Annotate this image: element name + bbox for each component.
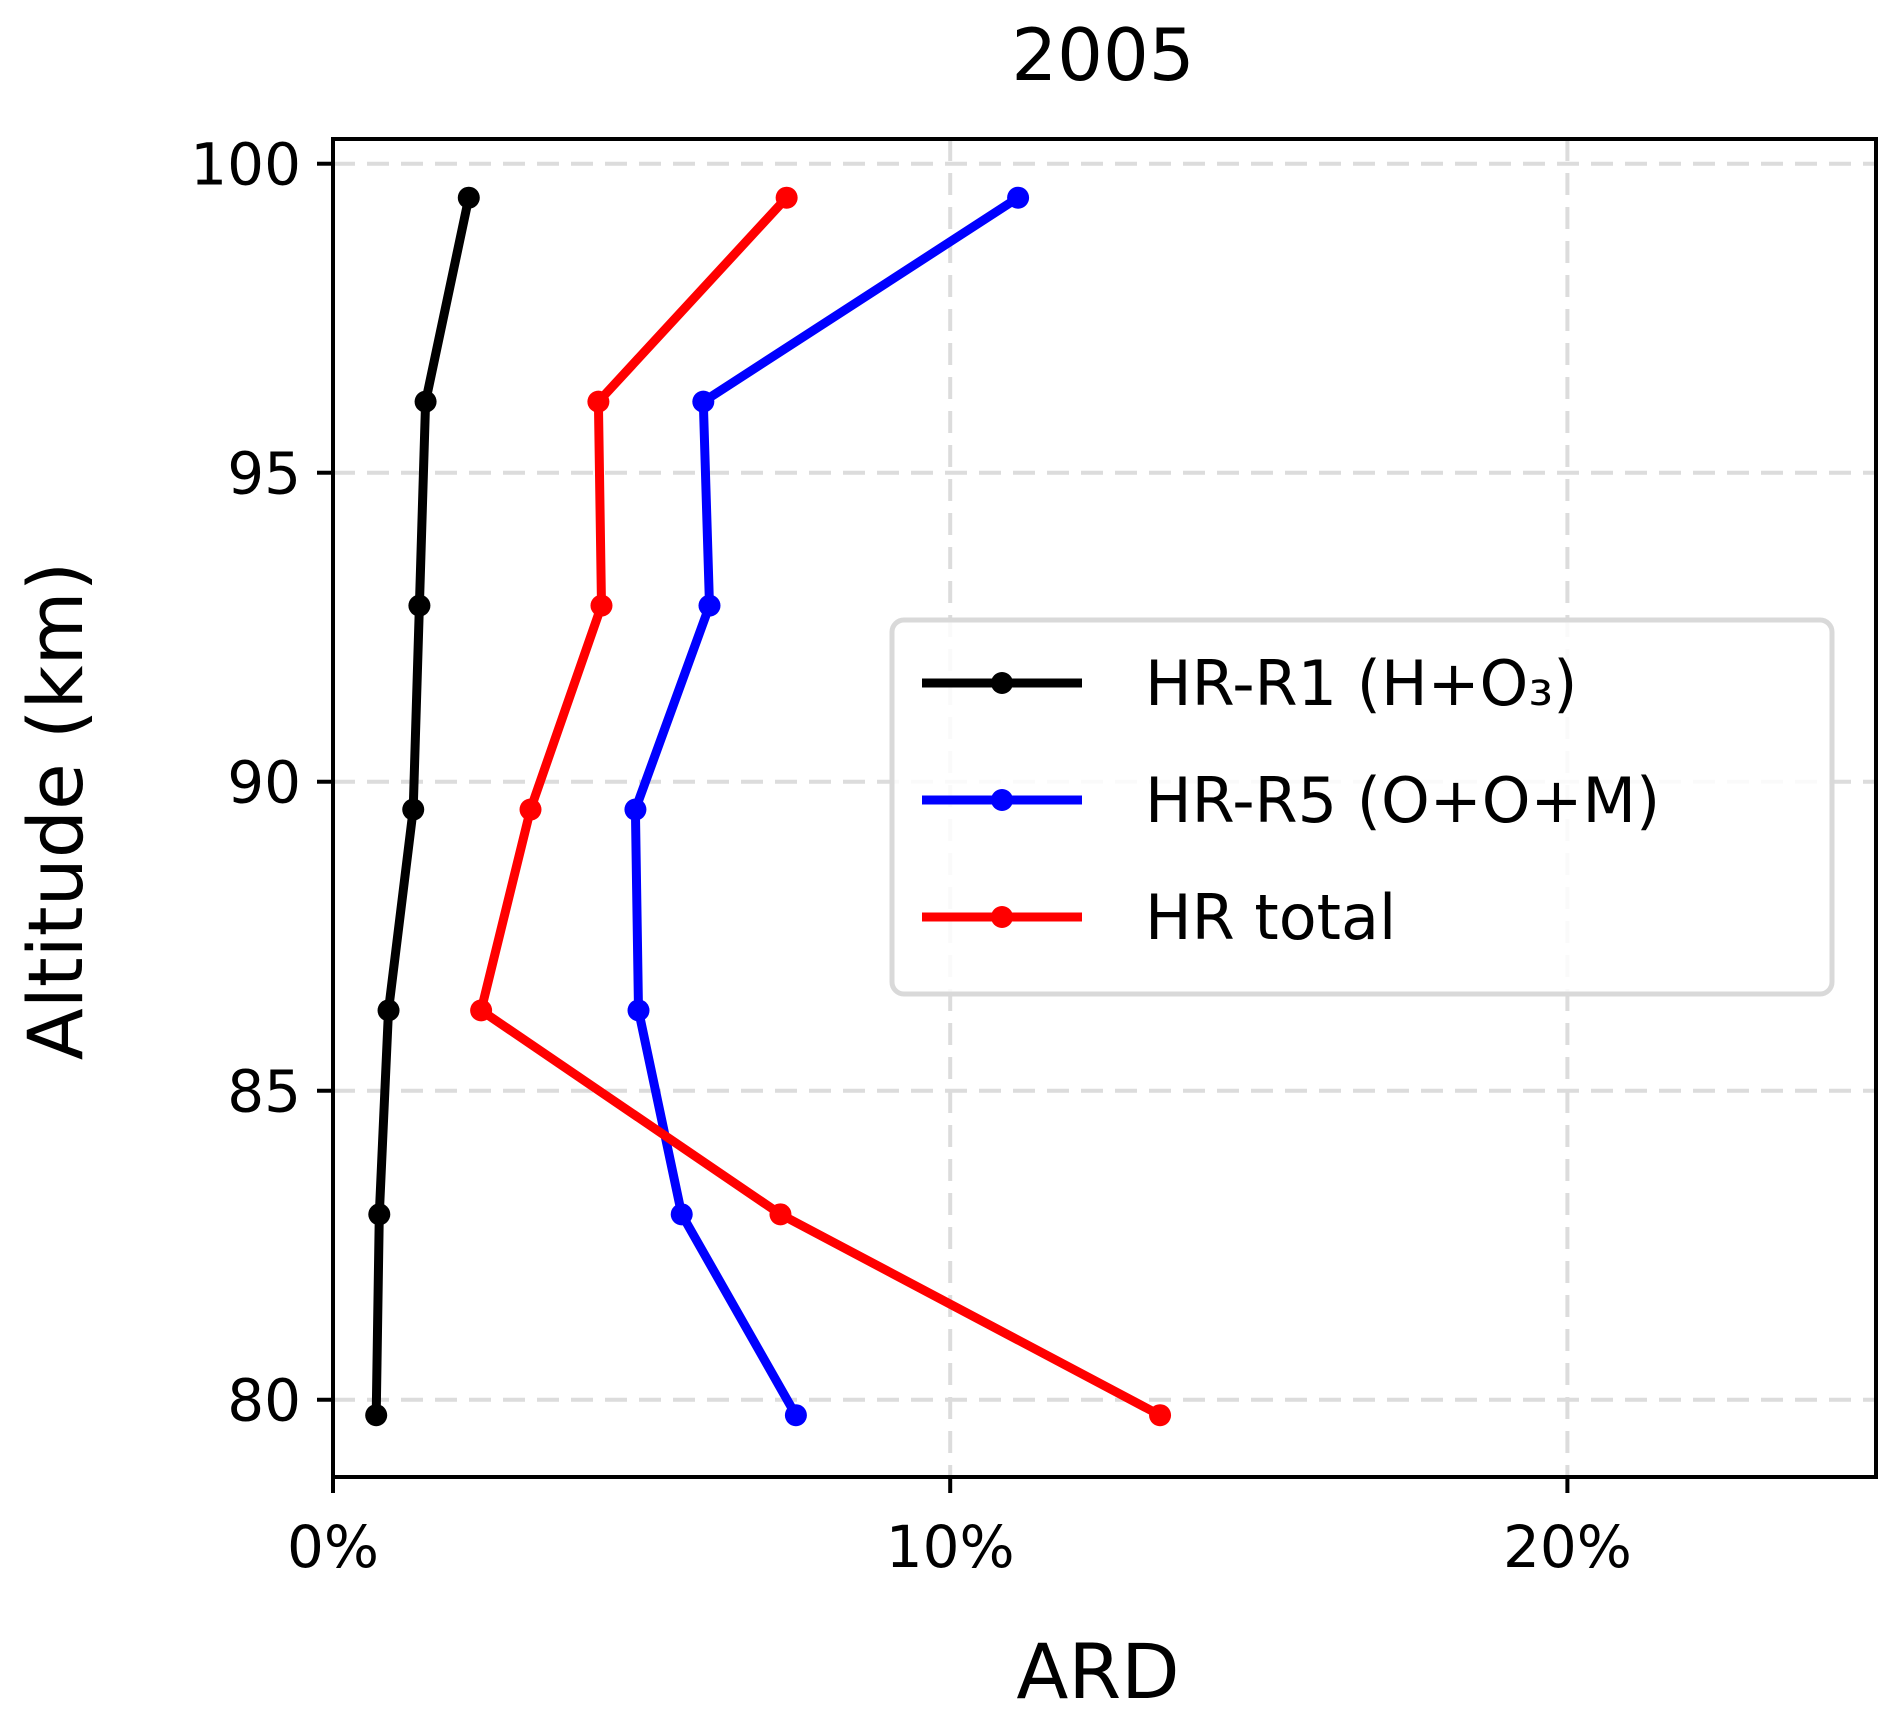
legend-label: HR-R1 (H+O₃) — [1145, 647, 1577, 720]
data-point — [402, 798, 425, 821]
y-tick-label: 95 — [227, 440, 301, 508]
y-tick-label: 85 — [227, 1058, 301, 1126]
x-tick-label: 0% — [287, 1513, 379, 1581]
data-point — [587, 390, 610, 413]
data-point — [590, 594, 613, 617]
data-point — [414, 390, 437, 413]
legend-marker — [991, 672, 1013, 694]
data-point — [457, 186, 480, 209]
data-point — [470, 999, 493, 1022]
data-point — [692, 390, 715, 413]
data-point — [1149, 1404, 1172, 1427]
legend: HR-R1 (H+O₃) HR-R5 (O+O+M) HR total — [889, 617, 1835, 997]
legend-entry: HR-R1 (H+O₃) — [922, 647, 1577, 720]
y-tick-label: 90 — [227, 749, 301, 817]
data-point — [1007, 186, 1030, 209]
data-point — [624, 798, 647, 821]
data-point — [784, 1404, 807, 1427]
data-point — [769, 1203, 792, 1226]
series-3 — [470, 186, 1172, 1427]
plot-frame — [331, 137, 1878, 1479]
y-tick-label: 100 — [190, 131, 301, 199]
legend-frame — [889, 617, 1835, 997]
data-point — [377, 999, 400, 1022]
x-tick-label: 20% — [1503, 1513, 1632, 1581]
tick-layer: 0% 10% 20% 80 85 90 95 100 — [190, 131, 1632, 1581]
x-axis-label: ARD — [1016, 1627, 1179, 1714]
data-point — [365, 1404, 388, 1427]
legend-marker — [991, 906, 1013, 928]
legend-label: HR total — [1145, 881, 1396, 954]
y-tick-label: 80 — [227, 1367, 301, 1435]
legend-label: HR-R5 (O+O+M) — [1145, 764, 1660, 837]
data-point — [698, 594, 721, 617]
data-point — [670, 1203, 693, 1226]
legend-entry: HR-R5 (O+O+M) — [922, 764, 1660, 837]
series-layer — [365, 186, 1172, 1427]
data-point — [775, 186, 798, 209]
legend-entries: HR-R1 (H+O₃) HR-R5 (O+O+M) HR total — [922, 647, 1660, 954]
series-2 — [624, 186, 1030, 1427]
y-axis-label: Altitude (km) — [11, 562, 100, 1061]
x-tick-label: 10% — [886, 1513, 1015, 1581]
legend-marker — [991, 789, 1013, 811]
legend-entry: HR total — [922, 881, 1396, 954]
chart-title: 2005 — [1011, 13, 1194, 97]
data-point — [627, 999, 650, 1022]
series-1 — [365, 186, 480, 1427]
data-point — [519, 798, 542, 821]
data-point — [408, 594, 431, 617]
data-point — [368, 1203, 391, 1226]
